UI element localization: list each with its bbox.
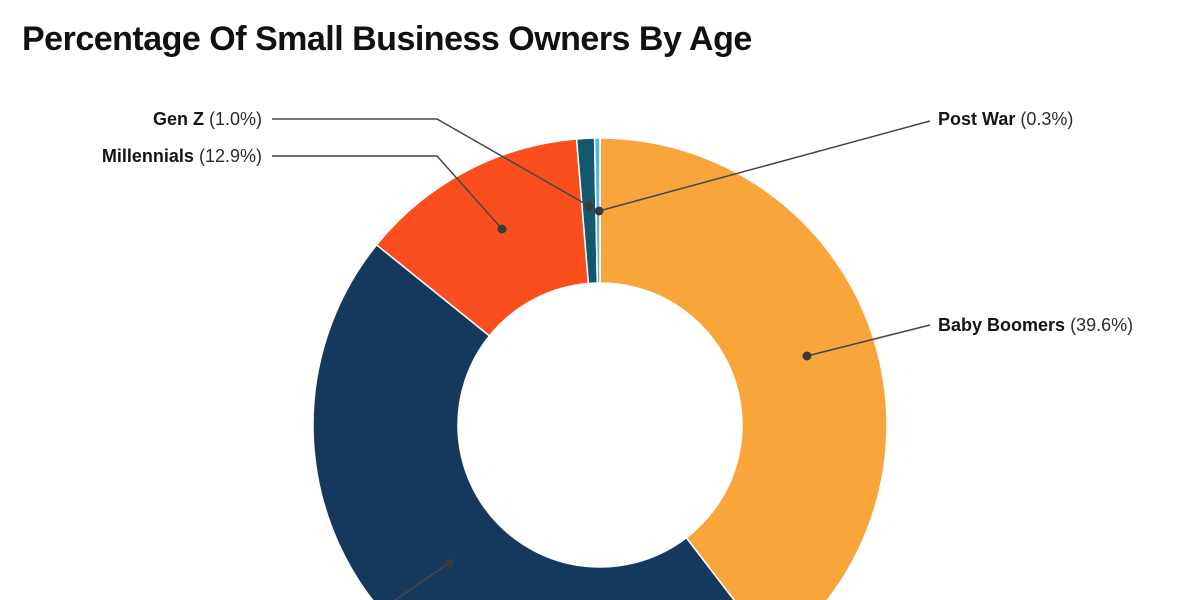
callout-millennials-name: Millennials bbox=[101, 146, 194, 166]
anchor-dot-gen-x bbox=[444, 558, 454, 568]
anchor-dot-post-war bbox=[594, 206, 604, 216]
callout-baby-boomers-name: Baby Boomers bbox=[938, 315, 1066, 335]
callout-gen-z-name: Gen Z bbox=[152, 109, 204, 129]
donut-slice-millennials bbox=[375, 138, 590, 337]
callout-millennials: Millennials (12.9%) bbox=[102, 144, 262, 168]
callout-millennials-pct: (12.9%) bbox=[198, 146, 262, 166]
callout-post-war-name: Post War bbox=[938, 109, 1016, 129]
callout-post-war: Post War (0.3%) bbox=[938, 107, 1073, 131]
chart-title: Percentage Of Small Business Owners By A… bbox=[22, 20, 752, 58]
callout-baby-boomers: Baby Boomers (39.6%) bbox=[938, 313, 1133, 337]
callout-post-war-pct: (0.3%) bbox=[1020, 109, 1074, 129]
anchor-dot-millennials bbox=[497, 224, 507, 234]
callout-baby-boomers-pct: (39.6%) bbox=[1070, 315, 1134, 335]
donut-slice-gen-x bbox=[312, 243, 735, 600]
leader-line-post-war bbox=[598, 120, 931, 212]
leader-line-gen-z bbox=[272, 118, 590, 207]
donut-slices bbox=[312, 137, 888, 600]
anchor-dot-baby-boomers bbox=[802, 351, 812, 361]
callout-gen-z: Gen Z (1.0%) bbox=[153, 107, 262, 131]
leader-line-millennials bbox=[272, 155, 503, 230]
anchor-dot-gen-z bbox=[584, 201, 594, 211]
leader-line-gen-x bbox=[394, 562, 450, 600]
leader-line-baby-boomers bbox=[806, 324, 931, 357]
donut-slice-baby-boomers bbox=[599, 137, 888, 600]
callout-gen-z-pct: (1.0%) bbox=[208, 109, 262, 129]
